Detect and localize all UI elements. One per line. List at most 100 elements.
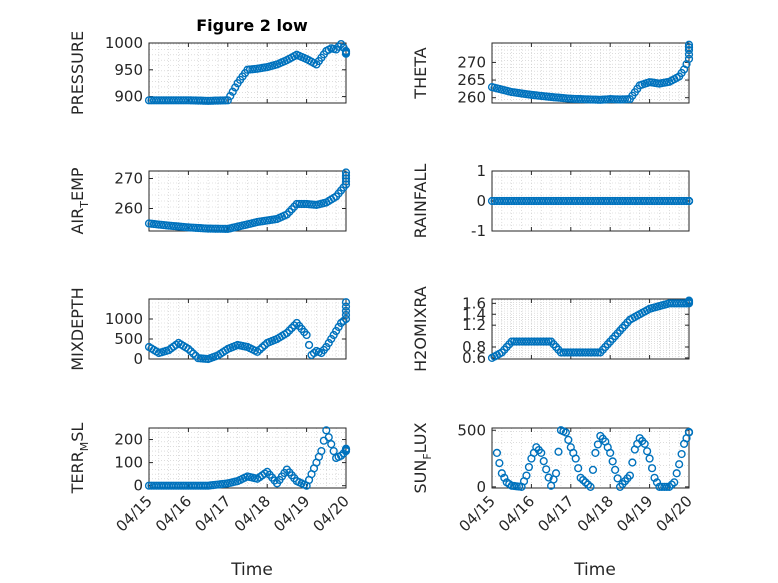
data-point <box>583 480 593 489</box>
data-point <box>684 40 694 49</box>
data-point <box>334 322 343 332</box>
data-point <box>542 337 551 346</box>
data-point <box>495 458 504 468</box>
subplot-air-temp: 260 270 AIRTEMP <box>68 167 351 235</box>
y-tick-label: 1 <box>476 162 486 180</box>
data-point <box>341 302 351 311</box>
data-point <box>544 473 553 482</box>
y-axis-label: THETA <box>411 47 430 99</box>
subplot-rainfall: -1 0 1 RAINFALL <box>411 162 694 240</box>
data-point <box>665 482 674 491</box>
data-point <box>643 447 652 456</box>
y-tick-label: 0.8 <box>462 338 486 356</box>
data-point <box>341 180 351 189</box>
data-point <box>613 474 622 483</box>
axes-box <box>491 427 690 489</box>
data-point <box>336 451 346 460</box>
data-point <box>571 454 580 463</box>
data-point <box>667 480 676 489</box>
data-point <box>324 433 333 442</box>
data-point <box>341 310 351 320</box>
y-tick-label: 1.6 <box>462 294 486 312</box>
data-point <box>684 296 694 305</box>
y-tick-label: 260 <box>457 89 486 107</box>
data-point <box>290 321 299 330</box>
data-point <box>620 95 630 104</box>
data-point <box>285 326 294 335</box>
data-point <box>537 448 546 458</box>
y-tick-label: 0 <box>133 350 143 368</box>
data-point <box>253 347 262 356</box>
data-point <box>322 342 331 352</box>
data-point <box>497 469 506 478</box>
data-point <box>684 196 694 206</box>
data-point <box>221 96 230 105</box>
y-tick-label: 950 <box>114 61 143 79</box>
data-point <box>647 464 657 473</box>
y-tick-label: 500 <box>114 330 143 348</box>
data-point <box>684 45 694 55</box>
data-point <box>282 328 292 338</box>
axes-box <box>148 42 347 104</box>
data-point <box>500 473 509 482</box>
x-axis-label-right: Time <box>573 560 616 580</box>
subplot-pressure: 900 950 1000 PRESSURE <box>68 31 351 115</box>
data-point <box>684 43 694 52</box>
y-tick-label: 1000 <box>105 34 143 52</box>
y-tick-label: 1.2 <box>462 316 486 334</box>
y-tick-label: 200 <box>114 431 143 449</box>
y-axis-label: RAINFALL <box>411 164 430 239</box>
y-axis-label: MIXDEPTH <box>68 287 87 370</box>
data-point <box>652 478 662 487</box>
data-point <box>677 449 686 459</box>
y-tick-label: 270 <box>114 170 143 188</box>
data-point <box>341 306 351 316</box>
y-axis-label: TERRMSL <box>68 423 91 495</box>
data-point <box>588 465 598 474</box>
data-point <box>332 326 341 336</box>
data-point <box>317 446 326 456</box>
data-point <box>591 348 600 357</box>
data-point <box>684 54 694 63</box>
data-point <box>492 448 502 458</box>
y-axis-label: SUNFLUX <box>411 422 434 493</box>
data-point <box>564 435 573 444</box>
data-point <box>302 330 311 340</box>
data-point <box>341 174 351 183</box>
data-point <box>223 96 232 105</box>
data-point <box>341 314 351 324</box>
data-point <box>675 460 684 469</box>
figure-title: Figure 2 low <box>196 16 308 35</box>
y-tick-label: -1 <box>471 222 486 240</box>
axes-box <box>491 298 690 360</box>
data-point <box>679 196 689 206</box>
data-point <box>324 338 333 348</box>
data-point <box>184 344 193 354</box>
data-point <box>611 465 620 474</box>
axes-box <box>148 427 347 489</box>
data-point <box>255 345 264 354</box>
data-point <box>221 224 230 233</box>
y-tick-label: 0 <box>133 477 143 495</box>
data-point <box>327 440 336 449</box>
data-point <box>554 447 563 456</box>
data-point <box>574 464 583 473</box>
y-tick-label: 100 <box>114 454 143 472</box>
data-point <box>226 91 235 101</box>
data-point <box>231 83 240 92</box>
data-point <box>341 168 351 177</box>
data-point <box>522 471 531 480</box>
data-point <box>218 96 227 105</box>
subplot-mixdepth: 0 500 1000 MIXDEPTH <box>68 287 351 371</box>
data-point <box>576 473 585 482</box>
data-point <box>304 340 314 350</box>
axes-box <box>148 298 347 360</box>
data-point <box>228 87 237 96</box>
data-point <box>625 471 635 480</box>
data-point <box>341 171 351 180</box>
data-point <box>670 478 679 487</box>
data-point <box>581 478 590 487</box>
axes-box <box>148 170 347 232</box>
y-tick-label: 500 <box>457 421 486 439</box>
